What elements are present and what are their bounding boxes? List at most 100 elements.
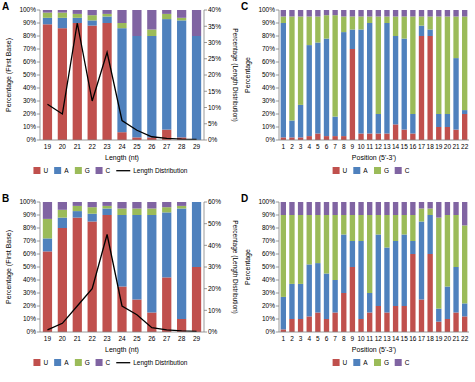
bar <box>376 17 381 115</box>
y-tick <box>276 10 279 11</box>
bar <box>445 215 450 287</box>
y-tick <box>37 101 40 102</box>
x-tick-label: 11 <box>366 143 373 150</box>
bar <box>43 18 52 25</box>
bar <box>192 10 201 36</box>
legend-label: G <box>384 167 389 174</box>
bar <box>298 10 303 17</box>
y-tick-label: 60% <box>23 250 36 257</box>
x-tick-label: 19 <box>44 335 52 342</box>
y2-tick <box>204 202 207 203</box>
x-tick-label: 9 <box>351 335 355 342</box>
x-tick-label: 20 <box>59 143 67 150</box>
panel: A0%10%20%30%40%50%60%70%80%90%100%0%5%10… <box>2 1 239 175</box>
y-tick-label: 0% <box>27 328 37 335</box>
legend-swatch <box>96 167 103 174</box>
bar <box>162 10 171 14</box>
bar <box>88 214 97 222</box>
y2-tick-label: 50% <box>208 220 221 227</box>
bar <box>376 235 381 307</box>
y-tick-label: 10% <box>23 315 36 322</box>
x-tick-label: 2 <box>290 143 294 150</box>
bar <box>427 30 432 37</box>
bar <box>453 202 458 215</box>
bar <box>367 17 372 24</box>
bar <box>117 209 126 216</box>
plot-area <box>43 10 201 140</box>
bar <box>445 287 450 320</box>
bar <box>419 10 424 17</box>
y2-tick <box>204 288 207 289</box>
bar <box>315 10 320 17</box>
y-tick <box>276 23 279 24</box>
x-axis <box>40 332 204 333</box>
bar <box>419 222 424 300</box>
bar <box>419 26 424 36</box>
bar <box>393 124 398 140</box>
x-tick-label: 7 <box>333 335 337 342</box>
bar <box>436 322 441 332</box>
bar <box>393 215 398 241</box>
bar <box>324 319 329 332</box>
legend-swatch <box>75 167 82 174</box>
bar <box>177 10 186 18</box>
y2-tick <box>204 223 207 224</box>
y-tick <box>276 49 279 50</box>
y-tick <box>276 62 279 63</box>
y-tick-label: 80% <box>262 224 275 231</box>
bar <box>192 202 201 203</box>
y2-axis-title: Percentage (Length Distribution) <box>231 28 239 122</box>
bar <box>384 10 389 17</box>
bar <box>376 202 381 215</box>
bar <box>384 17 389 24</box>
bar <box>402 215 407 235</box>
bar <box>341 202 346 215</box>
y-axis-title: Percentage <box>244 57 252 93</box>
y-tick <box>37 114 40 115</box>
panel: D0%10%20%30%40%50%60%70%80%90%100%123456… <box>241 193 469 366</box>
bar <box>73 202 82 206</box>
legend-label: U <box>343 359 348 366</box>
x-axis <box>279 332 469 333</box>
bar <box>162 212 171 277</box>
x-axis-title: Position (5'-3') <box>352 154 396 162</box>
legend: UAGC <box>333 167 410 174</box>
x-tick-label: 8 <box>342 143 346 150</box>
bar <box>58 228 67 332</box>
bar <box>298 284 303 319</box>
bar <box>384 248 389 313</box>
x-tick-label: 25 <box>133 335 141 342</box>
bar <box>341 32 346 136</box>
bar <box>367 10 372 17</box>
legend-swatch <box>353 167 360 174</box>
y-tick <box>37 88 40 89</box>
bar <box>436 10 441 17</box>
bar <box>307 45 312 136</box>
panel-title: A <box>2 1 9 12</box>
y-tick <box>37 280 40 281</box>
y2-tick-label: 40% <box>208 242 221 249</box>
bar <box>332 117 337 137</box>
legend-swatch <box>353 359 360 366</box>
bar <box>102 206 111 209</box>
x-axis-title: Length (nt) <box>105 346 139 354</box>
y-tick-label: 0% <box>27 136 37 143</box>
bar <box>177 209 186 320</box>
y-tick <box>276 127 279 128</box>
bar <box>281 202 286 215</box>
y-tick-label: 90% <box>23 211 36 218</box>
bar <box>367 23 372 134</box>
legend-label: U <box>43 359 48 366</box>
y2-tick <box>204 107 207 108</box>
bar <box>427 209 432 216</box>
bar <box>58 28 67 140</box>
bar <box>358 202 363 215</box>
plot-area <box>281 202 468 332</box>
line <box>47 23 196 139</box>
x-tick-label: 3 <box>299 143 303 150</box>
bar <box>298 319 303 332</box>
bar <box>462 316 467 332</box>
bar <box>358 134 363 141</box>
y-tick-label: 60% <box>262 250 275 257</box>
bar <box>298 215 303 284</box>
